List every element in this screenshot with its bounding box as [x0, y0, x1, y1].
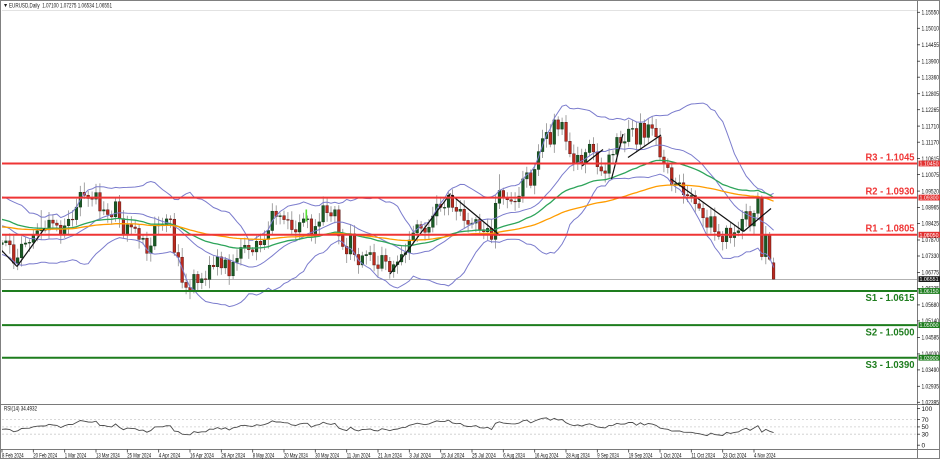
svg-text:1.05680: 1.05680 [922, 302, 940, 309]
svg-text:23 Oct 2024: 23 Oct 2024 [723, 453, 747, 459]
svg-text:20 May 2024: 20 May 2024 [284, 453, 308, 459]
svg-text:20 Feb 2024: 20 Feb 2024 [33, 453, 57, 459]
svg-text:16 Apr 2024: 16 Apr 2024 [190, 453, 214, 459]
svg-text:4 Nov 2024: 4 Nov 2024 [754, 453, 776, 459]
svg-text:R3 - 1.1045: R3 - 1.1045 [866, 152, 915, 163]
svg-text:1.04030: 1.04030 [922, 351, 940, 358]
svg-text:8 Feb 2024: 8 Feb 2024 [2, 453, 24, 459]
svg-text:S1 - 1.0615: S1 - 1.0615 [866, 293, 915, 304]
svg-text:13 Mar 2024: 13 Mar 2024 [96, 453, 120, 459]
svg-text:1.08050: 1.08050 [920, 233, 940, 239]
svg-text:1 Oct 2024: 1 Oct 2024 [660, 453, 682, 459]
svg-text:RSI(14) 34.4932: RSI(14) 34.4932 [4, 406, 37, 413]
svg-text:1.03490: 1.03490 [922, 367, 940, 374]
svg-text:50: 50 [922, 424, 930, 431]
svg-text:26 Apr 2024: 26 Apr 2024 [221, 453, 245, 459]
svg-text:19 Sep 2024: 19 Sep 2024 [629, 453, 653, 459]
svg-text:28 Aug 2024: 28 Aug 2024 [566, 453, 590, 459]
svg-text:6 Aug 2024: 6 Aug 2024 [503, 453, 525, 459]
svg-text:1.08425: 1.08425 [922, 221, 940, 228]
svg-text:11 Jun 2024: 11 Jun 2024 [347, 453, 371, 459]
svg-text:1.11710: 1.11710 [922, 123, 940, 130]
svg-text:25 Mar 2024: 25 Mar 2024 [127, 453, 151, 459]
svg-text:1.02935: 1.02935 [922, 384, 940, 391]
svg-text:1.04585: 1.04585 [922, 335, 940, 342]
svg-text:1.03900: 1.03900 [920, 356, 940, 362]
svg-text:1.10450: 1.10450 [920, 162, 940, 168]
svg-text:1.06150: 1.06150 [920, 289, 940, 295]
svg-text:1.07330: 1.07330 [922, 253, 940, 260]
svg-text:1.06551: 1.06551 [920, 277, 939, 283]
svg-text:1.13360: 1.13360 [922, 74, 940, 81]
svg-text:R2 - 1.0930: R2 - 1.0930 [866, 186, 915, 197]
svg-text:1.08965: 1.08965 [922, 205, 940, 212]
svg-text:1.12265: 1.12265 [922, 107, 940, 114]
svg-text:1.10075: 1.10075 [922, 172, 940, 179]
svg-text:30: 30 [922, 431, 930, 438]
svg-text:S2 - 1.0500: S2 - 1.0500 [866, 327, 915, 338]
svg-text:1 Mar 2024: 1 Mar 2024 [65, 453, 87, 459]
svg-text:1.06775: 1.06775 [922, 270, 940, 277]
svg-text:4 Apr 2024: 4 Apr 2024 [159, 453, 181, 459]
svg-text:11 Oct 2024: 11 Oct 2024 [691, 453, 715, 459]
svg-text:70: 70 [922, 417, 930, 424]
svg-text:1.05140: 1.05140 [922, 318, 940, 325]
svg-text:S3 - 1.0390: S3 - 1.0390 [866, 360, 915, 371]
svg-text:1.02395: 1.02395 [922, 400, 940, 407]
svg-text:1.15550: 1.15550 [922, 10, 940, 17]
svg-text:1.09520: 1.09520 [922, 188, 940, 195]
svg-text:1.13900: 1.13900 [922, 58, 940, 65]
svg-text:1.07870: 1.07870 [922, 237, 940, 244]
svg-text:0: 0 [922, 442, 926, 449]
svg-text:1.10615: 1.10615 [922, 156, 940, 163]
svg-text:16 Aug 2024: 16 Aug 2024 [535, 453, 559, 459]
svg-text:▼: ▼ [3, 3, 8, 9]
svg-text:3 Jul 2024: 3 Jul 2024 [409, 453, 431, 459]
svg-text:1.09300: 1.09300 [920, 196, 940, 202]
svg-text:21 Jun 2024: 21 Jun 2024 [378, 453, 402, 459]
svg-text:EURUSD,Daily 1.07100 1.07275: EURUSD,Daily 1.07100 1.07275 1.06534 1.0… [9, 3, 112, 10]
svg-text:1.05000: 1.05000 [920, 323, 940, 329]
svg-text:15 Jul 2024: 15 Jul 2024 [441, 453, 465, 459]
svg-text:1.14455: 1.14455 [922, 42, 940, 49]
svg-text:100: 100 [922, 406, 933, 413]
svg-text:25 Jul 2024: 25 Jul 2024 [472, 453, 496, 459]
svg-text:30 May 2024: 30 May 2024 [315, 453, 339, 459]
svg-text:1.12805: 1.12805 [922, 91, 940, 98]
svg-text:1.15010: 1.15010 [922, 26, 940, 33]
svg-text:8 May 2024: 8 May 2024 [253, 453, 275, 459]
svg-text:R1 - 1.0805: R1 - 1.0805 [866, 224, 915, 235]
svg-text:9 Sep 2024: 9 Sep 2024 [597, 453, 619, 459]
svg-text:1.11170: 1.11170 [922, 139, 940, 146]
